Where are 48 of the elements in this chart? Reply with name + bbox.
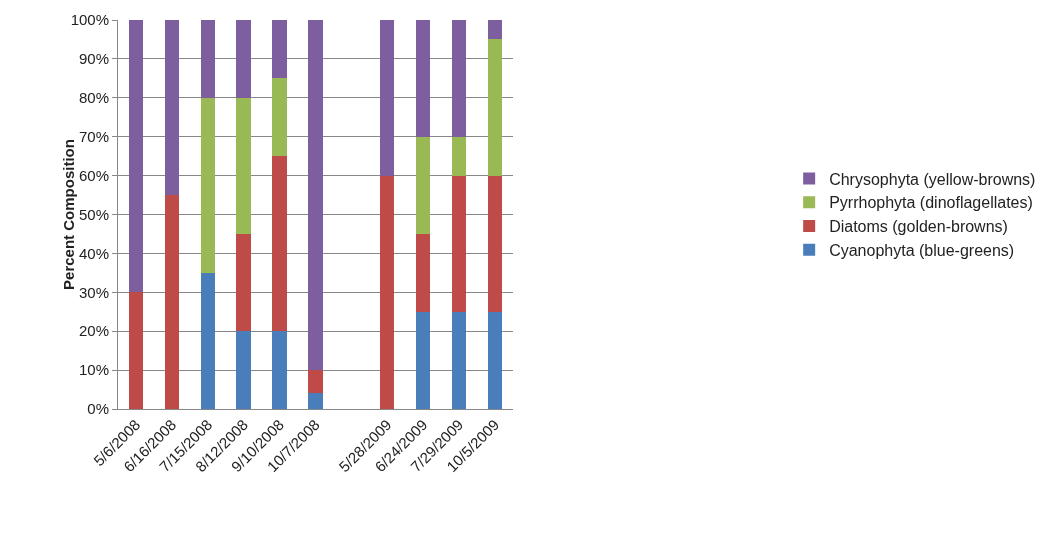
bar bbox=[308, 20, 323, 371]
bar bbox=[272, 331, 287, 409]
y-tick-label: 90% bbox=[78, 50, 109, 68]
bar bbox=[236, 233, 251, 332]
bar bbox=[487, 175, 503, 312]
bar bbox=[380, 20, 395, 176]
bar bbox=[451, 311, 467, 409]
legend-label: Diatoms (golden-browns) bbox=[829, 218, 1008, 236]
bar bbox=[200, 20, 215, 98]
bar bbox=[200, 272, 215, 409]
bar bbox=[236, 20, 251, 98]
bar bbox=[415, 136, 431, 234]
bar bbox=[164, 195, 180, 409]
bar bbox=[415, 311, 431, 409]
bar bbox=[272, 156, 287, 332]
bar bbox=[451, 136, 467, 176]
bar bbox=[451, 20, 467, 137]
bar bbox=[272, 78, 287, 157]
bar bbox=[236, 97, 251, 234]
bar bbox=[128, 20, 144, 293]
bar bbox=[164, 20, 180, 196]
legend-label: Chrysophyta (yellow-browns) bbox=[829, 170, 1036, 188]
y-axis-title: Percent Composition bbox=[59, 139, 77, 290]
bar bbox=[380, 175, 395, 409]
y-tick-label: 50% bbox=[78, 205, 109, 223]
y-tick-label: 100% bbox=[70, 11, 109, 29]
legend-label: Pyrrhophyta (dinoflagellates) bbox=[829, 194, 1033, 212]
bar bbox=[128, 292, 144, 409]
y-tick-label: 60% bbox=[78, 166, 109, 184]
bar bbox=[415, 20, 431, 137]
y-tick-label: 30% bbox=[78, 283, 109, 301]
bar bbox=[236, 331, 251, 409]
y-tick-label: 70% bbox=[78, 127, 109, 145]
bar bbox=[415, 233, 431, 312]
y-tick-label: 10% bbox=[78, 361, 109, 379]
y-tick-label: 40% bbox=[78, 244, 109, 262]
legend-label: Cyanophyta (blue-greens) bbox=[829, 242, 1015, 260]
bar bbox=[487, 311, 503, 409]
y-tick-label: 80% bbox=[78, 89, 109, 107]
bar bbox=[272, 20, 287, 79]
y-tick-label: 0% bbox=[87, 400, 109, 418]
y-tick-label: 20% bbox=[78, 322, 109, 340]
bar bbox=[487, 39, 503, 176]
bar bbox=[200, 97, 215, 273]
bar bbox=[308, 370, 323, 394]
bar bbox=[487, 20, 503, 40]
bar bbox=[451, 175, 467, 312]
bar bbox=[308, 393, 323, 409]
